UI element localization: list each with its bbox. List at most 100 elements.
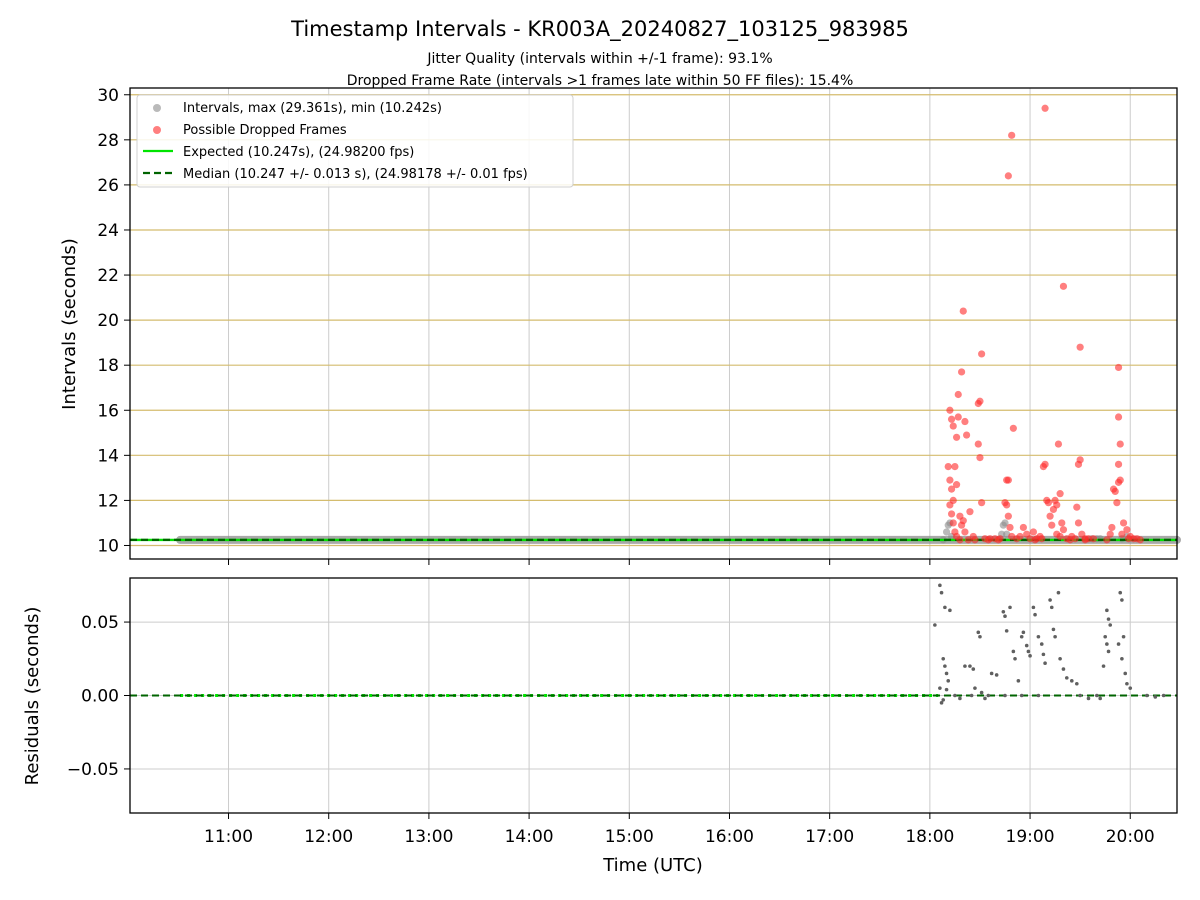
- dropped-frame-point: [1004, 512, 1012, 520]
- bottom-y-tick-label: 0.00: [81, 687, 119, 707]
- residual-point: [1103, 634, 1107, 639]
- dropped-frame-point: [1003, 501, 1011, 509]
- dropped-frame-point: [1116, 440, 1124, 448]
- x-tick-label: 18:00: [905, 827, 954, 847]
- interval-point: [1001, 519, 1009, 527]
- dropped-frame-point: [1066, 536, 1074, 544]
- dropped-frame-point: [949, 519, 957, 527]
- dropped-frame-point: [978, 350, 986, 358]
- residual-point: [968, 664, 972, 668]
- residual-point: [953, 693, 957, 698]
- dropped-frame-point: [1041, 104, 1049, 112]
- residual-point: [1106, 617, 1111, 621]
- top-y-tick-label: 28: [97, 131, 119, 151]
- x-axis-label: Time (UTC): [602, 855, 703, 876]
- dropped-frame-point: [1016, 532, 1024, 541]
- residual-point: [1003, 614, 1007, 618]
- residual-point: [1039, 642, 1044, 646]
- residual-point: [1036, 693, 1041, 698]
- x-tick-label: 19:00: [1006, 827, 1055, 847]
- dropped-frame-point: [954, 413, 962, 421]
- dropped-frame-point: [946, 406, 954, 414]
- dropped-frame-point: [1113, 499, 1121, 507]
- dropped-frame-point: [1114, 363, 1123, 372]
- top-y-tick-label: 20: [97, 311, 119, 331]
- dropped-frame-point: [1054, 440, 1063, 448]
- dropped-frame-point: [1041, 460, 1049, 468]
- dropped-frame-point: [947, 415, 956, 423]
- residual-point: [969, 693, 974, 698]
- legend: Intervals, max (29.361s), min (10.242s) …: [136, 94, 574, 188]
- top-y-tick-label: 14: [97, 446, 119, 466]
- dropped-frame-point: [984, 536, 992, 544]
- residual-point: [1051, 627, 1056, 632]
- x-tick-label: 14:00: [505, 827, 554, 847]
- residual-point: [1116, 642, 1121, 646]
- dropped-frame-point: [1008, 131, 1016, 139]
- residual-point: [1049, 605, 1054, 610]
- bottom-y-axis-label: Residuals (seconds): [22, 607, 43, 786]
- residual-point: [1026, 649, 1031, 654]
- dropped-frame-point: [944, 463, 952, 471]
- residual-point: [1036, 634, 1041, 639]
- dropped-frame-point: [947, 485, 956, 493]
- dropped-frame-point: [961, 528, 969, 536]
- top-y-tick-label: 10: [97, 536, 119, 556]
- dropped-frame-point: [947, 510, 956, 518]
- dropped-frame-point: [1006, 523, 1014, 532]
- residual-point: [1003, 693, 1007, 698]
- dropped-frame-point: [946, 501, 954, 509]
- residual-point: [1001, 609, 1006, 614]
- residual-point: [944, 671, 949, 676]
- top-y-tick-label: 16: [97, 401, 119, 421]
- dropped-frame-point: [1009, 424, 1017, 432]
- dropped-frame-point: [1136, 536, 1144, 544]
- dropped-frame-point: [952, 481, 961, 489]
- dropped-frame-point: [959, 307, 967, 315]
- residual-point: [1120, 598, 1124, 602]
- top-y-tick-label: 26: [97, 176, 119, 196]
- top-y-tick-label: 18: [97, 356, 119, 376]
- dropped-frame-point: [1116, 476, 1124, 484]
- legend-box: [136, 94, 574, 188]
- legend-marker-dropped: [153, 126, 161, 134]
- residual-point: [1056, 590, 1061, 595]
- residual-point: [943, 605, 947, 610]
- legend-label-median: Median (10.247 +/- 0.013 s), (24.98178 +…: [183, 167, 528, 182]
- residual-point: [941, 698, 946, 702]
- residual-point: [1028, 654, 1032, 658]
- residual-point: [944, 687, 949, 692]
- residual-point: [1058, 656, 1062, 661]
- dropped-frame-point: [1073, 503, 1081, 511]
- x-tick-label: 11:00: [204, 827, 253, 847]
- dropped-frame-point: [1058, 519, 1066, 527]
- residual-point: [941, 656, 946, 661]
- residual-point: [1121, 634, 1126, 639]
- chart-subtitle-jitter: Jitter Quality (intervals within +/-1 fr…: [426, 51, 772, 67]
- x-tick-label: 20:00: [1106, 827, 1155, 847]
- dropped-frame-point: [952, 433, 961, 441]
- residual-point: [976, 630, 981, 635]
- residual-point: [1048, 598, 1052, 602]
- residual-point: [971, 667, 976, 671]
- legend-label-intervals: Intervals, max (29.361s), min (10.242s): [183, 101, 442, 116]
- top-y-axis-label: Intervals (seconds): [59, 238, 80, 410]
- dropped-frame-point: [959, 517, 967, 525]
- residual-point: [989, 671, 994, 676]
- residual-point: [1043, 661, 1047, 665]
- dropped-frame-point: [1048, 521, 1056, 529]
- top-y-tick-label: 22: [97, 266, 119, 286]
- residual-point: [994, 673, 999, 677]
- residual-point: [1128, 686, 1133, 690]
- residual-point: [943, 664, 947, 668]
- bottom-y-tick-label: 0.05: [81, 613, 119, 633]
- dropped-frame-point: [964, 536, 972, 544]
- dropped-frame-point: [1029, 528, 1037, 536]
- x-tick-label: 12:00: [304, 827, 353, 847]
- legend-label-expected: Expected (10.247s), (24.98200 fps): [183, 145, 414, 160]
- dropped-frame-point: [976, 397, 984, 405]
- dropped-frame-point: [949, 422, 957, 430]
- residual-point: [939, 590, 944, 595]
- top-panel-ticks: 10 12 14 16 18 20 22 24 26 28 30: [97, 86, 1131, 565]
